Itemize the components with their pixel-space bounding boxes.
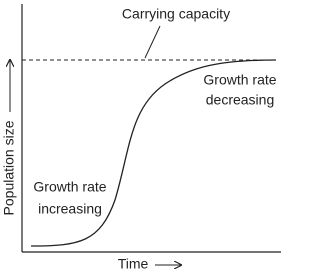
decreasing-label: Growth rate bbox=[203, 72, 276, 88]
decreasing-label: decreasing bbox=[206, 92, 275, 108]
increasing-label: increasing bbox=[38, 201, 102, 217]
capacity-label: Carrying capacity bbox=[122, 6, 230, 22]
increasing-label: Growth rate bbox=[33, 179, 106, 195]
x-axis-label: Time bbox=[118, 256, 149, 272]
pointer bbox=[144, 25, 161, 59]
growth-curve bbox=[30, 59, 277, 247]
diagram: Carrying capacity Growth rate decreasing… bbox=[1, 4, 281, 272]
y-axis-label: Population size bbox=[1, 120, 17, 215]
